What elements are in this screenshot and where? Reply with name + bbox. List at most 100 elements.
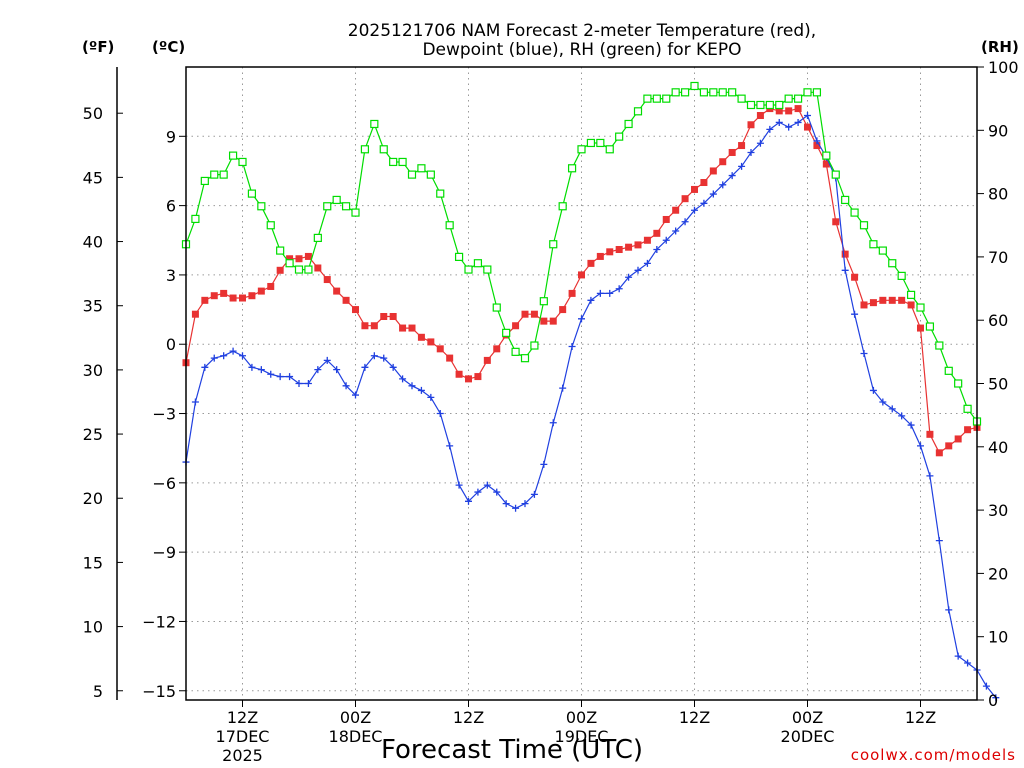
rh-point: [709, 88, 718, 97]
temperature-point: [521, 310, 529, 318]
rh-point: [718, 88, 727, 97]
rh-point: [247, 189, 257, 198]
temperature-point: [210, 292, 218, 300]
x-axis-label: Forecast Time (UTC): [381, 735, 643, 765]
temperature-point: [220, 289, 228, 297]
rh-point: [219, 170, 228, 179]
dewpoint-point: [898, 412, 906, 420]
temperature-series: [182, 105, 981, 457]
temperature-line: [185, 107, 978, 454]
temperature-point: [465, 375, 472, 383]
temperature-point: [681, 195, 689, 203]
temperature-point: [728, 148, 736, 156]
temperature-point: [851, 273, 859, 281]
dewpoint-point: [370, 352, 378, 360]
rh-tick-label: 10: [988, 628, 1008, 647]
temperature-point: [804, 123, 811, 131]
dewpoint-point: [587, 296, 595, 304]
temperature-point: [370, 322, 378, 330]
rh-point: [473, 259, 483, 268]
celsius-tick-label: −12: [142, 612, 176, 631]
dewpoint-point: [926, 472, 934, 480]
rh-tick-label: 60: [988, 311, 1008, 330]
rh-point: [963, 404, 972, 413]
dewpoint-point: [229, 347, 237, 355]
dewpoint-point: [239, 352, 246, 360]
temperature-point: [342, 296, 350, 304]
dewpoint-point: [502, 500, 510, 508]
temperature-point: [446, 354, 454, 362]
dewpoint-point: [304, 380, 312, 387]
rh-point: [454, 252, 464, 261]
x-tick-label: 00Z: [566, 708, 597, 727]
fahrenheit-tick-label: 35: [83, 297, 103, 316]
temperature-point: [455, 370, 463, 378]
dewpoint-point: [465, 497, 472, 505]
dewpoint-point: [869, 386, 877, 394]
rh-point: [793, 94, 803, 103]
rh-point: [737, 94, 746, 103]
celsius-tick-label: −6: [152, 474, 176, 493]
temperature-point: [954, 435, 962, 443]
temperature-point: [709, 167, 717, 175]
dewpoint-point: [578, 315, 585, 323]
dewpoint-point: [766, 125, 774, 133]
fahrenheit-tick-label: 50: [83, 104, 103, 123]
dewpoint-point: [530, 490, 538, 498]
grid-lines: [186, 67, 977, 700]
dewpoint-point: [408, 382, 416, 390]
dewpoint-point: [709, 190, 717, 198]
rh-point: [266, 221, 275, 230]
dewpoint-point: [964, 659, 972, 667]
dewpoint-point: [521, 500, 529, 508]
dewpoint-point: [568, 343, 576, 351]
fahrenheit-tick-label: 25: [83, 425, 103, 444]
temperature-point: [907, 301, 915, 309]
rh-point: [633, 107, 643, 116]
plot-frame: [185, 66, 978, 701]
temperature-point: [493, 345, 501, 353]
rh-point: [850, 208, 859, 217]
dewpoint-point: [691, 206, 698, 214]
temperature-point: [935, 449, 943, 457]
rh-point: [605, 145, 614, 154]
dewpoint-point: [719, 181, 727, 189]
dewpoint-point: [747, 148, 755, 156]
dewpoint-point: [380, 354, 388, 362]
rh-point: [812, 88, 822, 97]
temperature-point: [304, 252, 312, 260]
temperature-point: [917, 324, 924, 332]
temperature-point: [587, 259, 595, 267]
dewpoint-point: [201, 363, 209, 371]
rh-point: [558, 202, 567, 211]
x-tick-label: 12Z: [679, 708, 710, 727]
temperature-point: [691, 185, 698, 193]
rh-point: [822, 151, 831, 160]
dewpoint-point: [210, 354, 218, 362]
temperature-point: [229, 294, 237, 302]
rh-tick-label: 80: [988, 185, 1008, 204]
dewpoint-point: [775, 118, 783, 126]
temperature-point: [643, 236, 651, 244]
dewpoint-point: [643, 259, 651, 267]
rh-point: [690, 81, 699, 91]
dewpoint-point: [257, 366, 265, 374]
rh-point: [662, 94, 671, 103]
temperature-point: [427, 338, 435, 346]
temperature-point: [700, 179, 708, 187]
dewpoint-point: [954, 652, 962, 660]
temperature-point: [257, 287, 265, 295]
rh-tick-label: 40: [988, 438, 1008, 457]
dewpoint-point: [992, 694, 1000, 702]
rh-tick-label: 50: [988, 375, 1008, 394]
temperature-point: [201, 296, 209, 304]
rh-point: [228, 151, 238, 160]
celsius-tick-label: −3: [152, 405, 176, 424]
rh-point: [464, 265, 473, 274]
dewpoint-point: [738, 162, 746, 170]
x-tick-date: 18DEC: [329, 727, 383, 746]
temperature-point: [634, 241, 642, 249]
temperature-point: [530, 310, 538, 318]
rh-point: [624, 119, 633, 129]
dewpoint-point: [907, 421, 915, 429]
